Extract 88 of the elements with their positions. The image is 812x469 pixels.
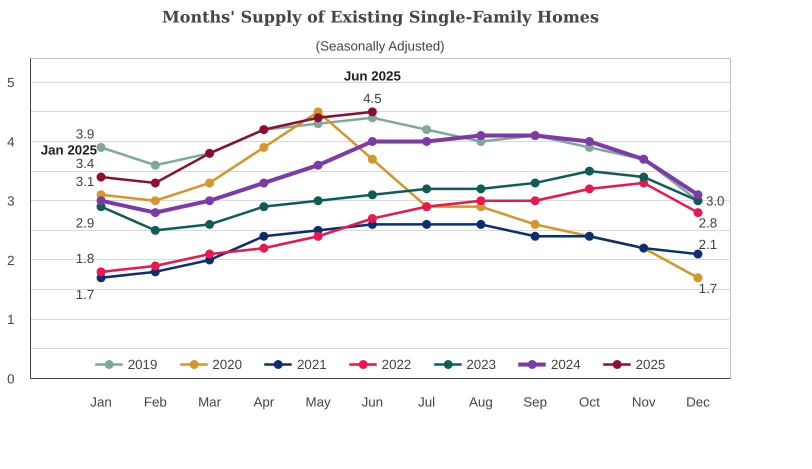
- point: [259, 178, 268, 188]
- x-tick-label: May: [306, 394, 332, 410]
- point: [584, 136, 594, 146]
- y-tick-label: 2: [7, 252, 15, 268]
- point: [530, 196, 540, 206]
- point: [368, 214, 377, 223]
- point: [584, 184, 594, 194]
- y-tick-label: 1: [7, 312, 15, 328]
- legend-label: 2019: [128, 356, 158, 372]
- point: [314, 196, 323, 206]
- point: [476, 220, 486, 229]
- point: [422, 220, 432, 229]
- point: [368, 190, 377, 200]
- point: [96, 172, 106, 182]
- annotation: Jan 2025: [40, 142, 98, 158]
- chart-title: Months' Supply of Existing Single-Family Homes: [162, 8, 599, 26]
- point: [150, 261, 160, 270]
- data-label: 3.1: [76, 174, 94, 189]
- point: [96, 142, 106, 152]
- point: [639, 172, 648, 182]
- x-tick-label: Oct: [579, 394, 600, 410]
- point: [693, 208, 702, 218]
- point: [584, 166, 594, 176]
- x-tick-label: Sep: [523, 394, 548, 410]
- legend-label: 2023: [466, 356, 496, 372]
- point: [530, 178, 540, 188]
- y-tick-label: 3: [7, 194, 15, 209]
- legend-label: 2025: [636, 356, 666, 372]
- point: [422, 125, 432, 134]
- chart-subtitle: (Seasonally Adjusted): [316, 38, 445, 54]
- data-label: 2.8: [698, 216, 718, 231]
- point: [314, 160, 323, 170]
- point: [693, 250, 702, 259]
- point: [368, 107, 377, 116]
- point: [259, 202, 268, 212]
- point: [530, 232, 540, 241]
- point: [530, 220, 540, 229]
- point: [96, 196, 106, 206]
- point: [476, 184, 486, 194]
- point: [693, 273, 702, 282]
- x-tick-label: Jun: [362, 394, 384, 410]
- point: [150, 226, 160, 235]
- point: [368, 136, 377, 146]
- point: [96, 267, 106, 276]
- point: [150, 196, 160, 206]
- annotation: Jun 2025: [344, 68, 402, 84]
- data-label: 3.0: [706, 194, 724, 209]
- data-label: 2.9: [76, 216, 94, 231]
- x-tick-label: Apr: [253, 394, 275, 410]
- y-tick-label: 5: [7, 75, 15, 90]
- x-tick-label: Mar: [198, 394, 222, 410]
- point: [205, 220, 214, 229]
- y-tick-label: 0: [7, 372, 15, 386]
- x-tick-label: Nov: [632, 394, 656, 410]
- point: [314, 113, 323, 122]
- y-tick-label: 4: [7, 134, 16, 150]
- point: [259, 244, 268, 253]
- data-label: 1.7: [76, 286, 94, 302]
- point: [314, 232, 323, 241]
- legend-label: 2021: [297, 356, 327, 372]
- x-tick-label: Jul: [418, 394, 436, 410]
- point: [259, 232, 268, 241]
- point: [693, 190, 702, 200]
- legend-label: 2022: [382, 356, 412, 372]
- x-tick-label: Feb: [144, 394, 167, 410]
- point: [422, 184, 432, 194]
- data-label: 3.9: [76, 126, 94, 142]
- point: [368, 154, 377, 164]
- point: [205, 250, 214, 259]
- x-tick-label: Dec: [686, 394, 710, 410]
- data-label: 2.1: [698, 237, 718, 252]
- point: [422, 136, 432, 146]
- point: [205, 196, 214, 206]
- legend-label: 2024: [550, 356, 581, 372]
- data-label: 1.8: [76, 250, 94, 266]
- point: [476, 196, 486, 206]
- data-label: 1.7: [698, 280, 718, 296]
- point: [205, 178, 214, 188]
- x-tick-label: Aug: [469, 394, 493, 410]
- point: [476, 131, 486, 140]
- legend-label: 2020: [212, 356, 242, 372]
- point: [150, 208, 160, 218]
- x-tick-label: Jan: [90, 394, 112, 410]
- data-label: 3.4: [76, 156, 95, 172]
- point: [259, 142, 268, 152]
- data-label: 4.5: [363, 90, 382, 106]
- point: [150, 160, 160, 170]
- point: [150, 178, 160, 188]
